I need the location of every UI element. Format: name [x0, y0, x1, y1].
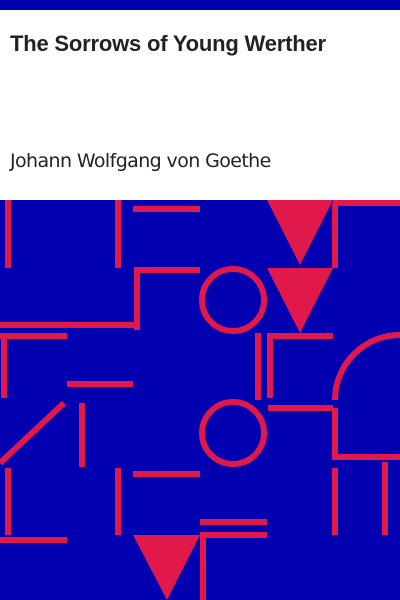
art-circle: [199, 399, 267, 467]
art-circle: [199, 266, 267, 334]
book-author: Johann Wolfgang von Goethe: [10, 150, 271, 172]
art-line: [0, 400, 67, 466]
art-shapes: [0, 200, 400, 600]
cover-pattern-art: [0, 200, 400, 600]
top-color-band: [0, 0, 400, 10]
book-title: The Sorrows of Young Werther: [10, 31, 326, 56]
art-triangle: [133, 535, 200, 600]
art-triangle: [267, 268, 333, 333]
art-triangles: [133, 200, 333, 600]
art-arc: [332, 332, 400, 401]
art-triangle: [267, 200, 333, 265]
